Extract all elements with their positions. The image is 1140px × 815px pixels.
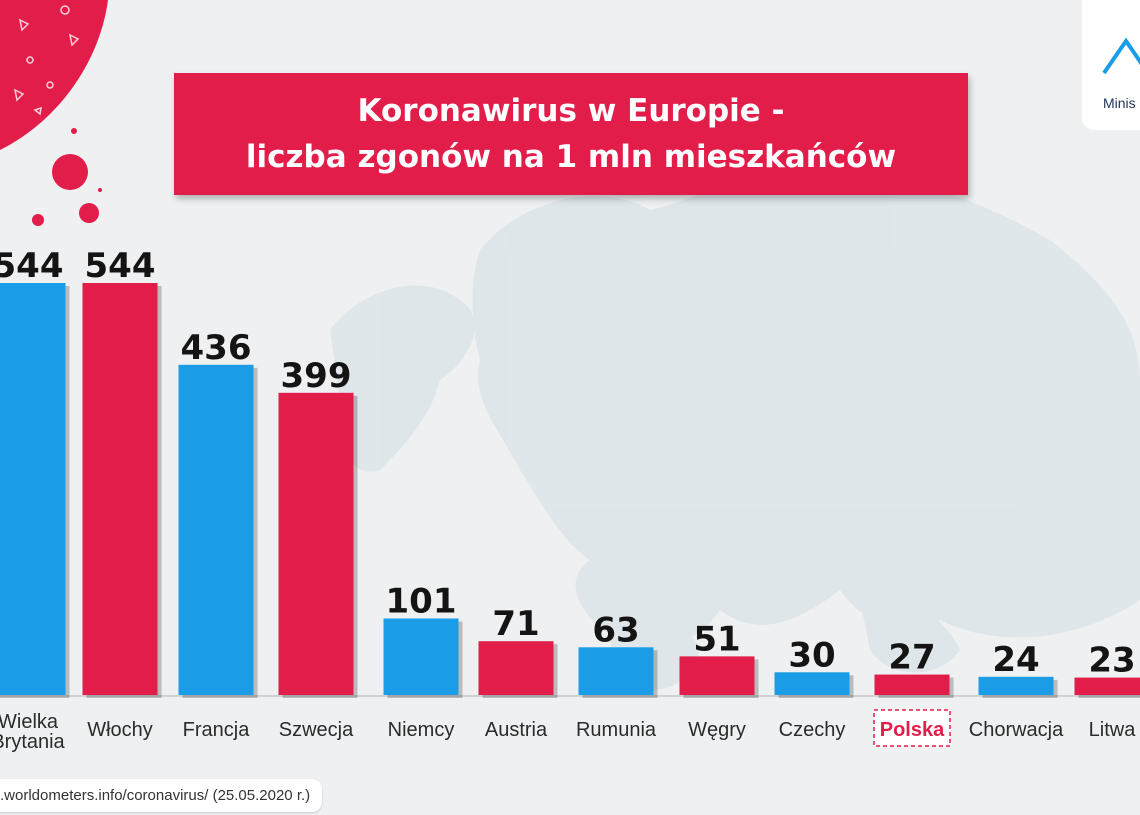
bar-value-label: 101 — [386, 582, 457, 622]
bar-value-label: 436 — [181, 328, 252, 368]
bar — [278, 392, 354, 695]
logo-mark-icon — [1102, 37, 1140, 75]
bar — [178, 364, 254, 695]
category-label: Brytania — [0, 731, 66, 753]
bar — [578, 647, 654, 695]
bar-value-label: 27 — [888, 638, 935, 678]
category-label: Austria — [485, 719, 548, 741]
bar-value-label: 544 — [85, 246, 156, 286]
category-label: Niemcy — [388, 719, 455, 741]
bar-value-label: 51 — [693, 619, 740, 659]
category-label: Czechy — [779, 719, 846, 741]
category-label: Węgry — [688, 719, 746, 741]
bar-value-label: 71 — [492, 604, 539, 644]
highlight-box — [873, 709, 951, 747]
category-label: Wielka — [0, 711, 59, 733]
category-label: Francja — [183, 719, 251, 741]
bar — [0, 283, 66, 695]
category-label: Rumunia — [576, 719, 657, 741]
category-label: Litwa — [1089, 719, 1137, 741]
bar-value-label: 23 — [1088, 641, 1135, 681]
bar — [978, 676, 1054, 695]
bar — [1074, 677, 1140, 695]
title-line-1: Koronawirus w Europie - — [357, 93, 785, 129]
bar-value-label: 544 — [0, 246, 63, 286]
title-line-2: liczba zgonów na 1 mln mieszkańców — [245, 139, 897, 175]
virus-decoration — [0, 0, 108, 226]
source-note: .worldometers.info/coronavirus/ (25.05.2… — [0, 779, 323, 812]
category-label: Polska — [880, 719, 945, 741]
bar — [82, 283, 158, 695]
virus-pattern — [13, 5, 80, 116]
logo-text: Minis — [1103, 95, 1136, 111]
bar — [383, 618, 459, 695]
category-label: Chorwacja — [969, 719, 1064, 741]
bar — [679, 656, 755, 695]
bar-value-label: 24 — [992, 640, 1039, 680]
bar — [478, 641, 554, 695]
bar-value-label: 30 — [788, 635, 835, 675]
ministry-logo — [1082, 0, 1140, 130]
bar-value-label: 399 — [281, 356, 352, 396]
category-label: Włochy — [87, 719, 153, 741]
chart-title: Koronawirus w Europie - liczba zgonów na… — [174, 73, 968, 195]
category-label: Szwecja — [279, 719, 354, 741]
bar — [874, 674, 950, 695]
bar-value-label: 63 — [592, 610, 639, 650]
bar — [774, 672, 850, 695]
